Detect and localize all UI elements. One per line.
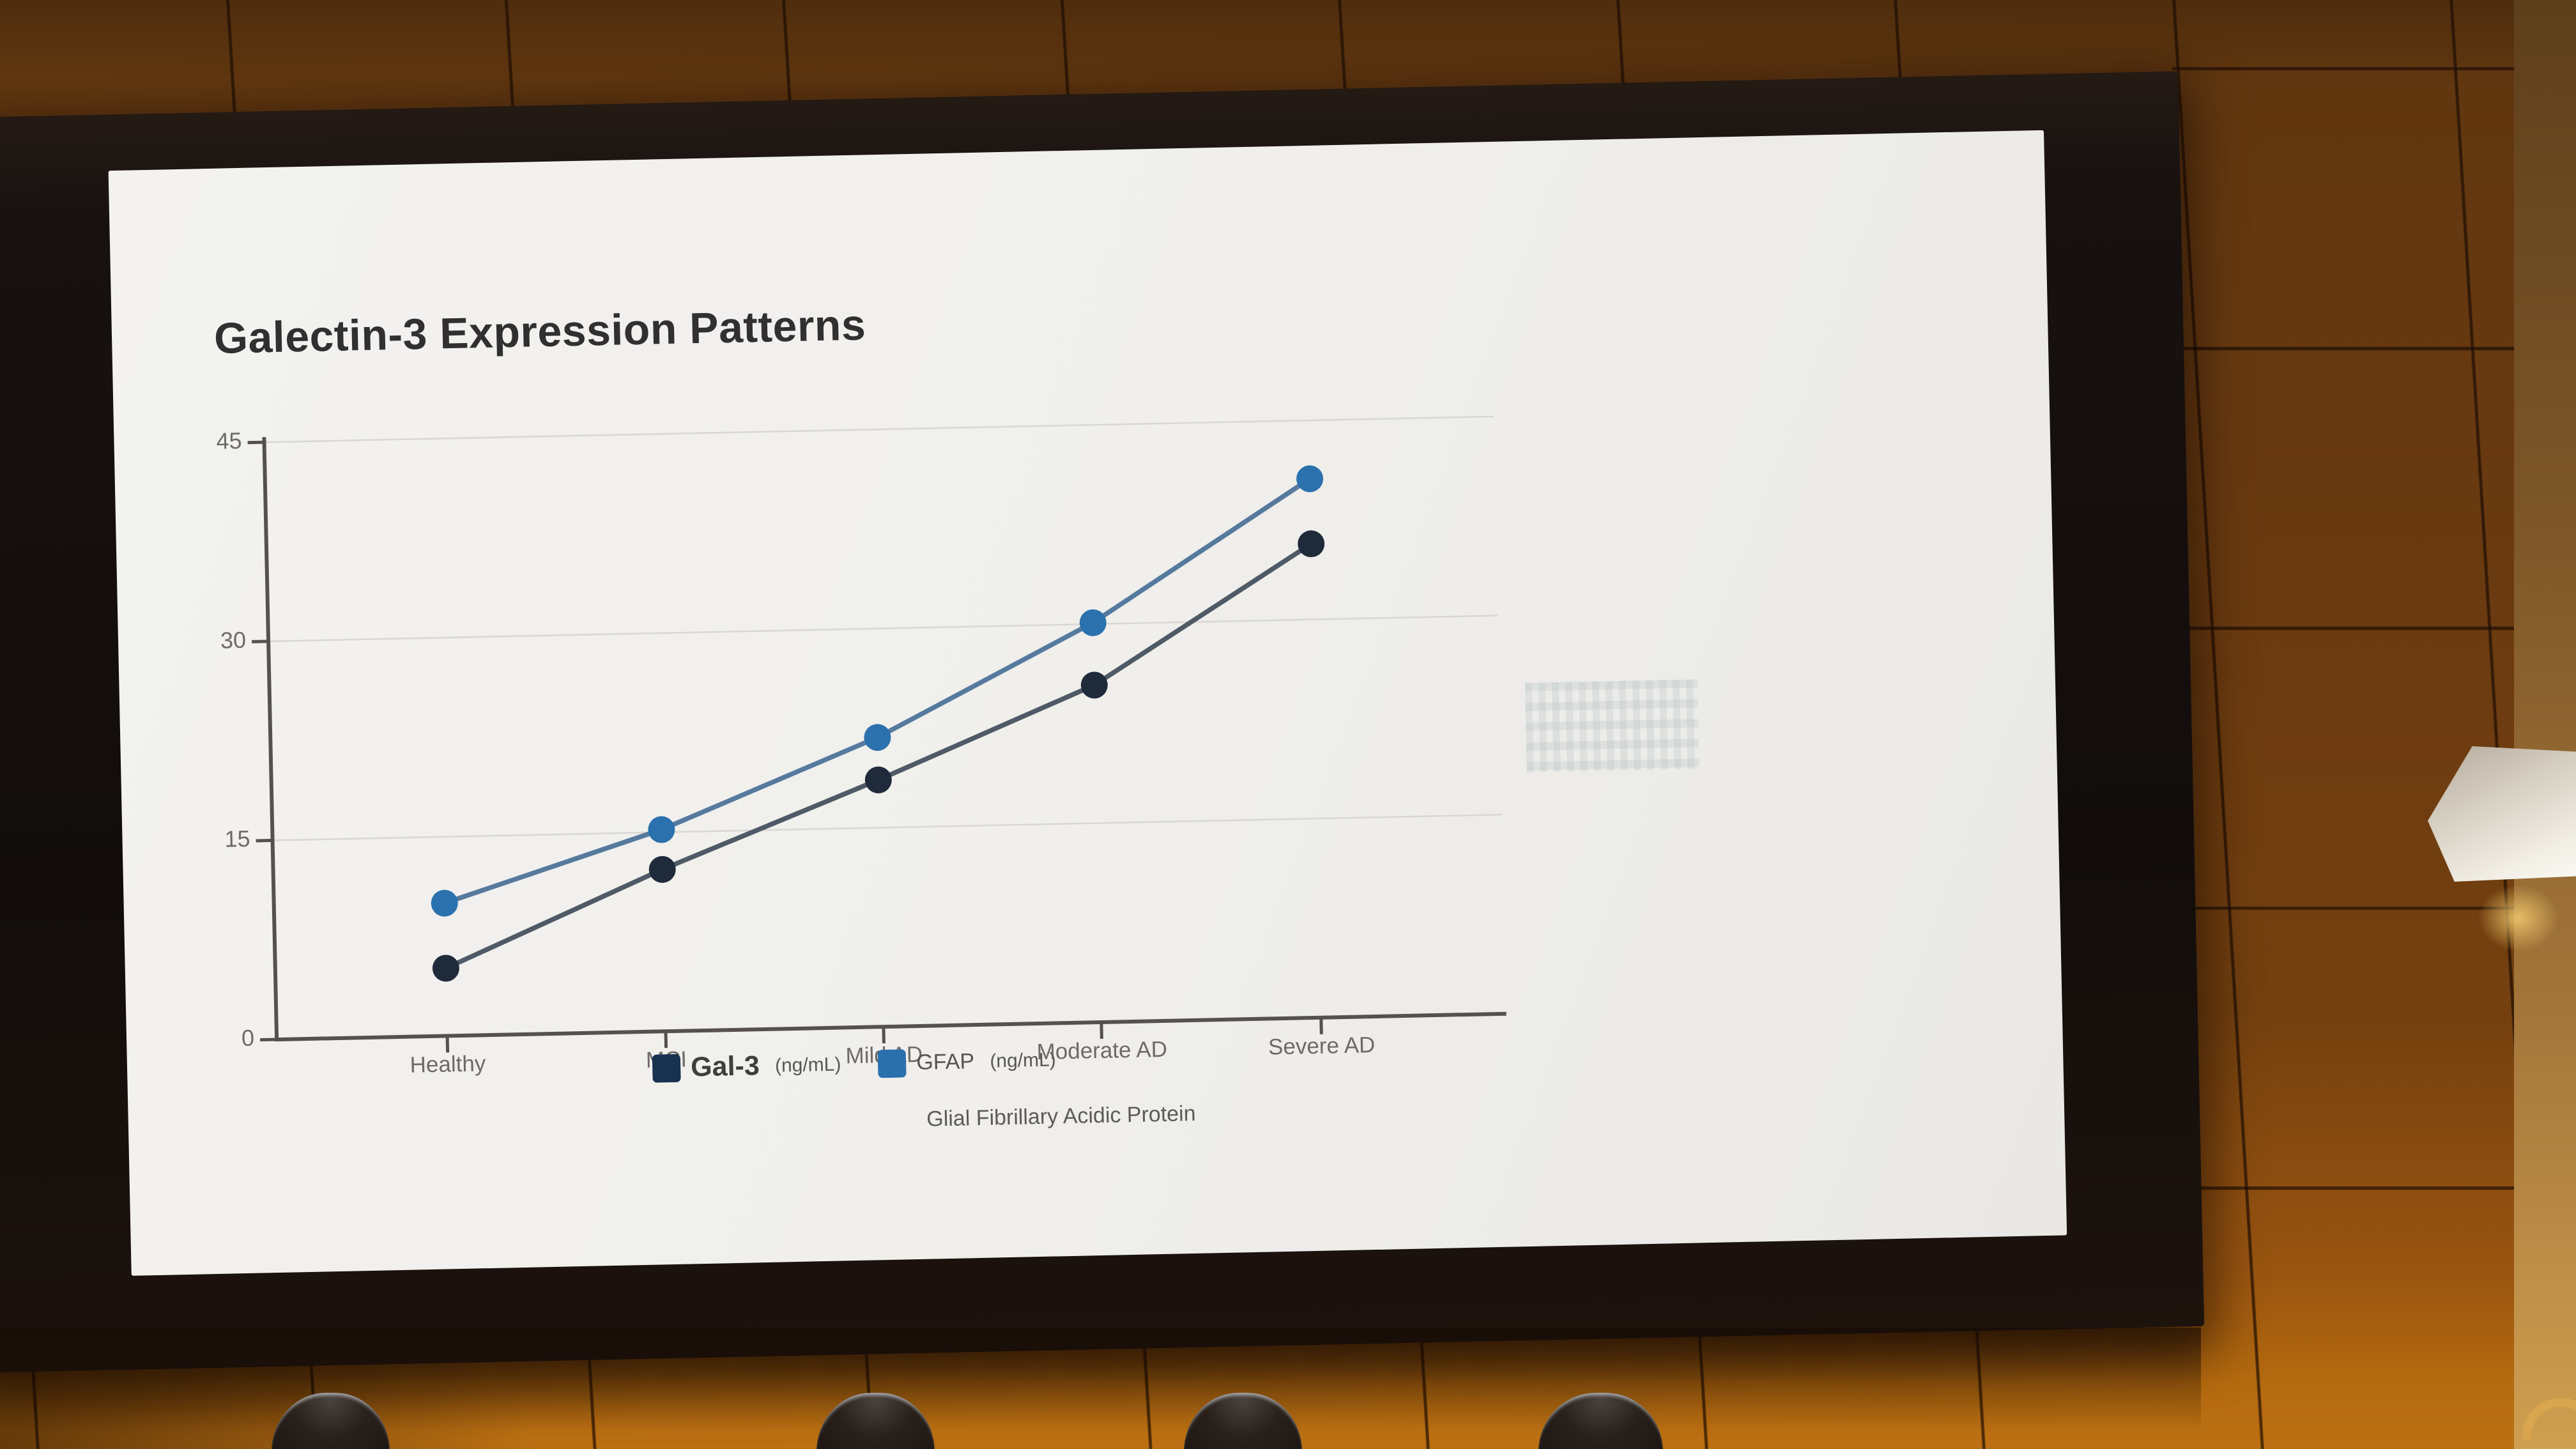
data-point bbox=[1298, 530, 1325, 558]
x-tick bbox=[445, 1036, 450, 1053]
x-tick-label: Healthy bbox=[410, 1051, 486, 1078]
data-point bbox=[431, 889, 458, 917]
series-line-GFAP bbox=[441, 476, 1312, 906]
y-tick-label: 45 bbox=[216, 427, 242, 454]
y-tick bbox=[252, 640, 269, 643]
gridline bbox=[268, 615, 1498, 643]
slide: Galectin-3 Expression Patterns 0 15 30 45 H… bbox=[108, 130, 2067, 1276]
legend-label: GFAP bbox=[916, 1049, 975, 1075]
watermark-dots bbox=[1524, 679, 1699, 772]
data-point bbox=[1296, 465, 1324, 493]
y-tick bbox=[256, 838, 273, 843]
data-point bbox=[864, 766, 892, 793]
y-axis bbox=[262, 437, 279, 1040]
y-axis-labels: 0 15 30 45 bbox=[109, 130, 2044, 1051]
chart-plot bbox=[247, 415, 1506, 1053]
legend-item-Gal-3: Gal-3 (ng/mL) bbox=[652, 1049, 841, 1084]
data-point bbox=[648, 816, 675, 843]
x-axis-title: Glial Fibrillary Acidic Protein bbox=[926, 1101, 1196, 1131]
data-point bbox=[864, 724, 891, 751]
legend-item-GFAP: GFAP (ng/mL) bbox=[877, 1046, 1057, 1078]
y-tick-label: 15 bbox=[224, 825, 250, 852]
series-line-Gal-3 bbox=[443, 541, 1314, 971]
y-tick bbox=[247, 440, 264, 445]
x-tick bbox=[1319, 1017, 1323, 1034]
y-tick-label: 30 bbox=[220, 626, 247, 654]
legend-swatch bbox=[877, 1048, 907, 1078]
right-wall-pillar bbox=[2514, 0, 2576, 1449]
gridline bbox=[264, 415, 1494, 443]
data-point bbox=[1079, 609, 1107, 636]
y-tick bbox=[260, 1038, 277, 1042]
x-axis bbox=[275, 1011, 1506, 1042]
x-tick-label: Severe AD bbox=[1268, 1032, 1376, 1060]
legend-label: Gal-3 bbox=[690, 1050, 760, 1083]
data-point bbox=[1080, 671, 1108, 699]
wood-panel-seams-right bbox=[2172, 0, 2576, 1449]
wall-light-glow bbox=[2461, 870, 2576, 966]
gridline bbox=[272, 813, 1503, 841]
data-point bbox=[432, 954, 459, 982]
x-tick bbox=[1100, 1022, 1103, 1039]
legend-swatch bbox=[652, 1054, 681, 1083]
y-tick-label: 0 bbox=[241, 1024, 255, 1052]
legend-unit: (ng/mL) bbox=[984, 1048, 1057, 1072]
projector-screen: Galectin-3 Expression Patterns 0 15 30 45 H… bbox=[0, 71, 2205, 1374]
legend-unit: (ng/mL) bbox=[769, 1054, 841, 1077]
data-point bbox=[648, 855, 676, 883]
